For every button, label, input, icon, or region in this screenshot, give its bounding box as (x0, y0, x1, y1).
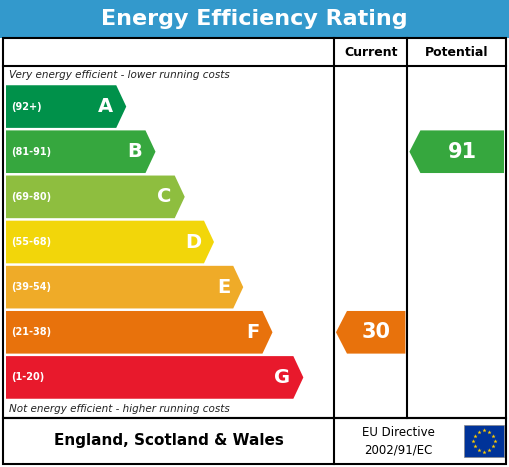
Text: (1-20): (1-20) (11, 372, 44, 382)
Text: Potential: Potential (425, 45, 489, 58)
Text: A: A (98, 97, 113, 116)
Bar (3, 418, 506, 464)
Polygon shape (6, 266, 243, 309)
Polygon shape (6, 85, 126, 128)
Bar (0, 0, 509, 38)
Polygon shape (6, 356, 303, 399)
Bar (464, 425, 504, 457)
Polygon shape (6, 176, 185, 218)
Text: EU Directive
2002/91/EC: EU Directive 2002/91/EC (361, 425, 434, 457)
Text: (21-38): (21-38) (11, 327, 51, 337)
Text: F: F (246, 323, 260, 342)
Text: (39-54): (39-54) (11, 282, 51, 292)
Text: Not energy efficient - higher running costs: Not energy efficient - higher running co… (9, 404, 230, 414)
Text: 91: 91 (447, 142, 477, 162)
Polygon shape (6, 311, 272, 354)
Polygon shape (6, 221, 214, 263)
Text: B: B (128, 142, 143, 161)
Text: (81-91): (81-91) (11, 147, 51, 157)
Text: Energy Efficiency Rating: Energy Efficiency Rating (101, 9, 408, 29)
Text: Current: Current (344, 45, 398, 58)
Text: (92+): (92+) (11, 101, 42, 112)
Polygon shape (409, 130, 504, 173)
Bar (3, 38, 506, 418)
Text: 30: 30 (362, 322, 391, 342)
Text: (69-80): (69-80) (11, 192, 51, 202)
Text: C: C (157, 187, 172, 206)
Text: Very energy efficient - lower running costs: Very energy efficient - lower running co… (9, 70, 230, 80)
Polygon shape (6, 130, 155, 173)
Text: England, Scotland & Wales: England, Scotland & Wales (53, 433, 284, 448)
Text: G: G (274, 368, 290, 387)
Polygon shape (336, 311, 405, 354)
Text: D: D (185, 233, 201, 252)
Text: E: E (217, 278, 230, 297)
Text: (55-68): (55-68) (11, 237, 51, 247)
